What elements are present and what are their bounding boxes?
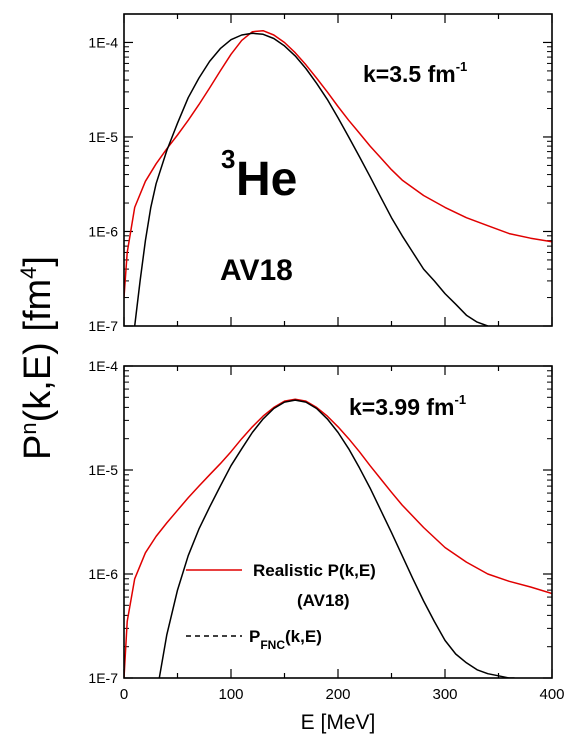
- y-axis-label: Pn(k,E) [fm4]: [16, 256, 59, 460]
- x-tick-label: 0: [120, 686, 128, 703]
- top-series-realistic-line: [124, 29, 552, 298]
- nucleus-mass-number: 3: [221, 144, 235, 174]
- bottom-plot-frame: [123, 365, 553, 679]
- x-tick-label: 200: [325, 686, 350, 703]
- y-tick-label: 1E-4: [88, 358, 118, 374]
- bottom-panel: 1E-7 1E-6 1E-5 1E-4 0 100 200 300 400 k=3.99 fm…: [88, 358, 564, 703]
- y-tick-label: 1E-7: [88, 670, 118, 686]
- top-plot-frame: [123, 13, 553, 327]
- legend-realistic-label-line2: (AV18): [297, 591, 350, 610]
- x-tick-label: 400: [539, 686, 564, 703]
- legend-fnc-label: PFNC(k,E): [249, 627, 322, 652]
- nucleus-label: He: [236, 153, 297, 206]
- top-panel: 1E-7 1E-6 1E-5 1E-4 k=3.5 fm-1 3 He AV18: [88, 13, 553, 334]
- y-tick-label: 1E-5: [88, 462, 118, 478]
- bottom-k-annotation: k=3.99 fm-1: [349, 392, 466, 420]
- x-tick-label: 300: [432, 686, 457, 703]
- top-series-fnc-line: [133, 32, 489, 326]
- y-tick-label: 1E-5: [88, 129, 118, 145]
- x-tick-label: 100: [218, 686, 243, 703]
- potential-label: AV18: [220, 254, 293, 287]
- bot-series-realistic-line: [124, 398, 552, 678]
- y-tick-label: 1E-6: [88, 223, 118, 239]
- x-axis-label: E [MeV]: [301, 711, 376, 734]
- top-k-annotation: k=3.5 fm-1: [363, 59, 467, 87]
- legend: Realistic P(k,E) (AV18) PFNC(k,E): [186, 561, 376, 652]
- legend-realistic-label: Realistic P(k,E): [253, 561, 376, 580]
- y-tick-label: 1E-6: [88, 566, 118, 582]
- y-tick-label: 1E-7: [88, 318, 118, 334]
- y-tick-label: 1E-4: [88, 34, 118, 50]
- bot-series-fnc-line: [158, 399, 515, 678]
